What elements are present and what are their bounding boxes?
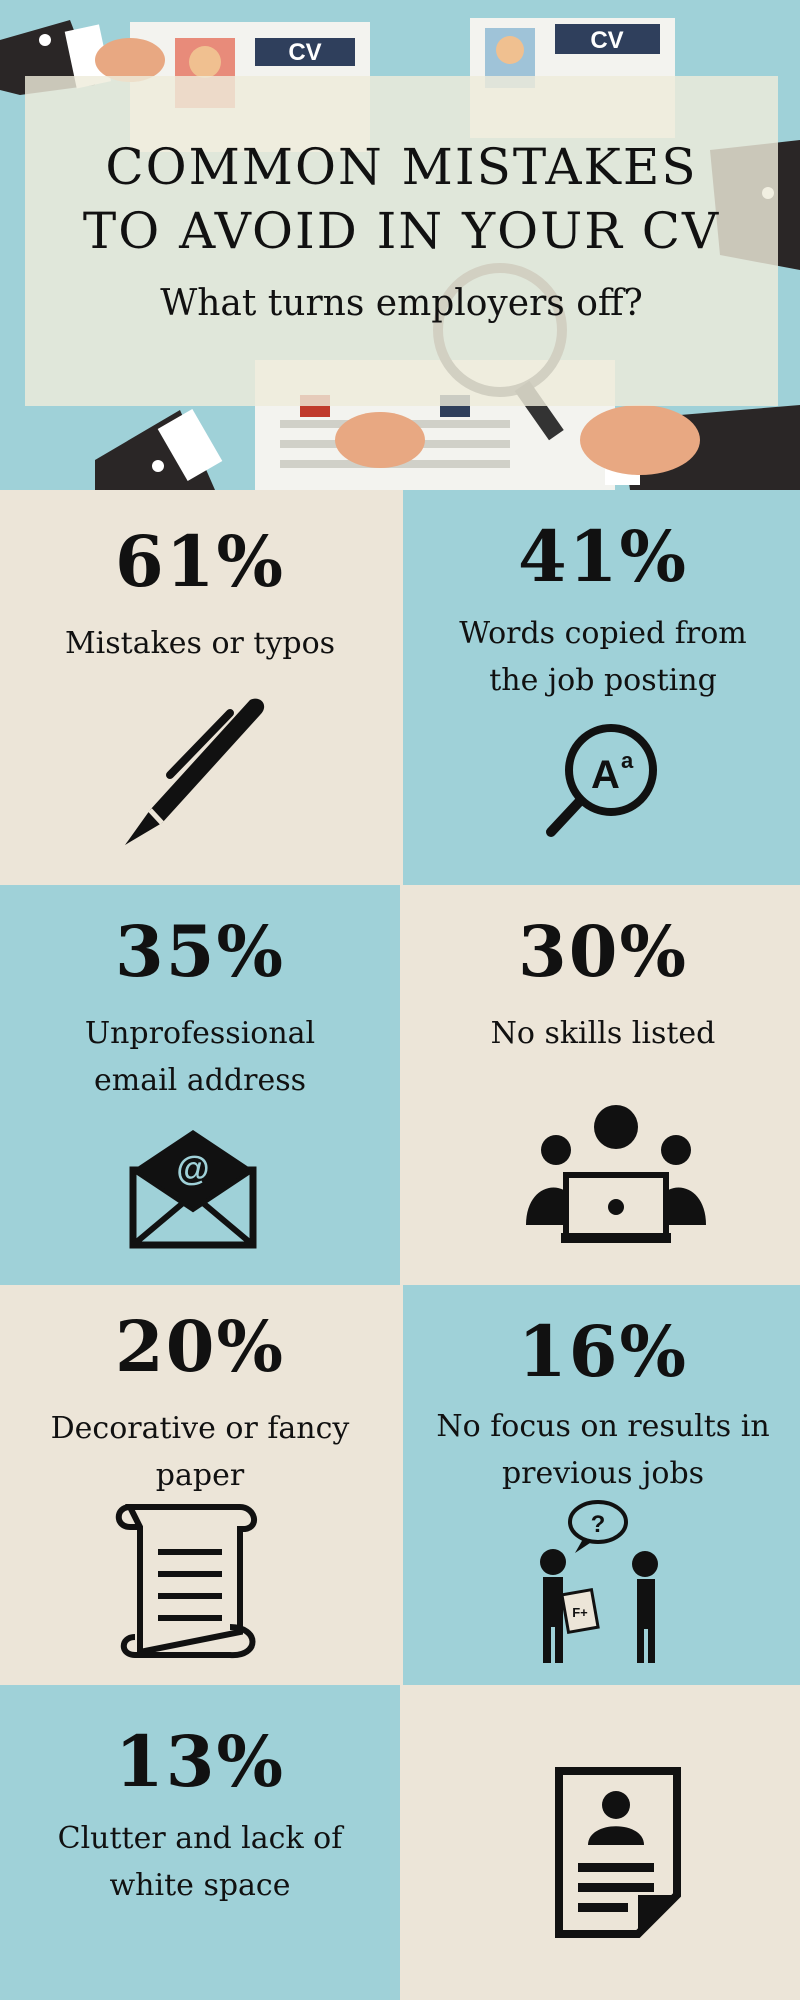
stat-label: Unprofessional email address	[84, 1016, 316, 1098]
svg-text:@: @	[176, 1150, 209, 1188]
svg-text:CV: CV	[590, 27, 623, 54]
header-banner: CV CV COMMON MISTAKES TO AVOI	[0, 0, 800, 490]
stat-percent: 61%	[115, 520, 285, 603]
stat-percent: 41%	[518, 515, 688, 598]
svg-text:A: A	[591, 753, 620, 797]
svg-text:CV: CV	[288, 39, 321, 66]
resume-document-icon	[555, 1767, 681, 1938]
stat-label: Words copied from the job posting	[459, 616, 747, 698]
email-envelope-icon: @	[129, 1130, 257, 1249]
svg-text:a: a	[621, 748, 634, 773]
stat-percent: 35%	[115, 910, 285, 993]
stat-label: Decorative or fancy paper	[50, 1411, 350, 1493]
stats-grid: 61% Mistakes or typos 41% Words copied f…	[0, 490, 800, 2000]
svg-text:F+: F+	[572, 1605, 588, 1620]
team-laptop-icon	[526, 1105, 706, 1243]
magnifier-text-icon: A a	[546, 724, 657, 837]
paper-scroll-icon	[115, 1504, 257, 1659]
stat-percent: 30%	[518, 910, 688, 993]
title-line-1: COMMON MISTAKES	[105, 138, 698, 196]
stat-percent: 20%	[115, 1305, 285, 1388]
stat-card-results-focus: 16% No focus on results in previous jobs …	[403, 1285, 800, 1685]
page-title: COMMON MISTAKES TO AVOID IN YOUR CV	[25, 135, 778, 263]
stat-label: No skills listed	[490, 1016, 716, 1051]
stat-percent: 16%	[518, 1310, 688, 1393]
stat-card-typos: 61% Mistakes or typos	[0, 490, 400, 885]
stat-label: Clutter and lack of white space	[57, 1821, 343, 1903]
stat-card-clutter: 13% Clutter and lack of white space	[0, 1685, 400, 2000]
stat-card-copied-words: 41% Words copied from the job posting A a	[403, 490, 800, 885]
stat-percent: 13%	[115, 1720, 285, 1803]
pen-icon	[125, 698, 265, 845]
stat-card-skills: 30% No skills listed	[403, 885, 800, 1285]
people-question-icon: ? F+	[540, 1500, 658, 1663]
stat-label: No focus on results in previous jobs	[436, 1409, 770, 1491]
svg-text:?: ?	[591, 1511, 606, 1538]
stat-card-email: 35% Unprofessional email address @	[0, 885, 400, 1285]
page-subtitle: What turns employers off?	[160, 283, 643, 324]
stat-label: Mistakes or typos	[64, 626, 336, 661]
stat-card-fancy-paper: 20% Decorative or fancy paper	[0, 1285, 400, 1685]
title-panel	[25, 76, 778, 406]
resume-icon-card	[403, 1685, 800, 2000]
title-line-2: TO AVOID IN YOUR CV	[82, 202, 721, 260]
